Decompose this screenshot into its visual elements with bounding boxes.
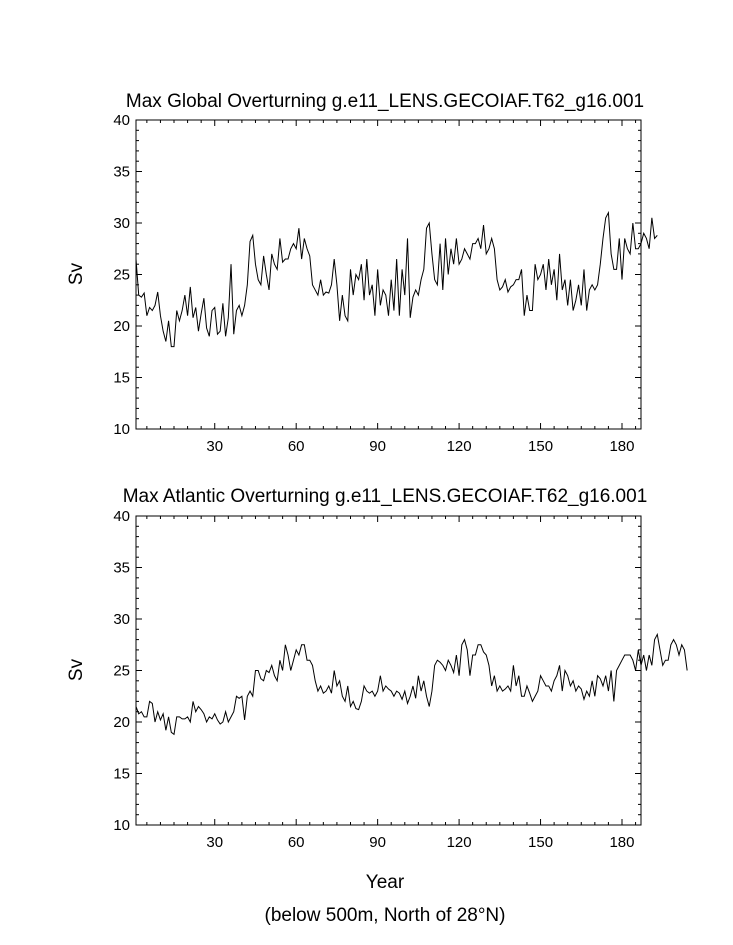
atlantic-overturning-panel: Max Atlantic Overturning g.e11_LENS.GECO… (66, 486, 688, 893)
series-line (135, 210, 658, 348)
y-tick-label: 15 (113, 370, 130, 387)
x-tick-label: 60 (288, 438, 305, 455)
y-tick-label: 40 (113, 508, 130, 525)
y-tick-label: 25 (113, 663, 130, 680)
plot-frame (135, 119, 642, 430)
tick-marks (136, 515, 641, 826)
x-tick-label: 150 (528, 834, 553, 851)
y-tick-label: 20 (113, 714, 130, 731)
x-tick-label: 90 (369, 834, 386, 851)
x-tick-label: 180 (609, 438, 634, 455)
y-tick-label: 40 (113, 112, 130, 129)
series-line (135, 632, 688, 736)
y-axis-label: Sv (66, 658, 87, 681)
x-tick-label: 30 (206, 438, 223, 455)
y-tick-label: 15 (113, 766, 130, 783)
x-tick-label: 120 (447, 834, 472, 851)
x-tick-label: 60 (288, 834, 305, 851)
tick-marks (136, 119, 641, 430)
footer-note: (below 500m, North of 28°N) (265, 905, 506, 926)
y-tick-label: 30 (113, 611, 130, 628)
x-tick-label: 30 (206, 834, 223, 851)
tick-labels: 10 15 20 25 30 35 40 30 60 90 120 150 180 (113, 112, 634, 455)
y-tick-label: 20 (113, 318, 130, 335)
y-tick-label: 35 (113, 164, 130, 181)
x-tick-label: 120 (447, 438, 472, 455)
x-tick-label: 180 (609, 834, 634, 851)
x-tick-label: 150 (528, 438, 553, 455)
global-overturning-panel: Max Global Overturning g.e11_LENS.GECOIA… (66, 91, 658, 455)
panel-title: Max Global Overturning g.e11_LENS.GECOIA… (126, 91, 644, 112)
y-tick-label: 35 (113, 560, 130, 577)
tick-labels: 10 15 20 25 30 35 40 30 60 90 120 150 180 (113, 508, 634, 851)
panel-title: Max Atlantic Overturning g.e11_LENS.GECO… (123, 486, 648, 507)
y-axis-label: Sv (66, 262, 87, 285)
y-tick-label: 25 (113, 267, 130, 284)
y-tick-label: 10 (113, 817, 130, 834)
y-tick-label: 30 (113, 215, 130, 232)
x-tick-label: 90 (369, 438, 386, 455)
x-axis-label: Year (366, 872, 405, 893)
y-tick-label: 10 (113, 421, 130, 438)
